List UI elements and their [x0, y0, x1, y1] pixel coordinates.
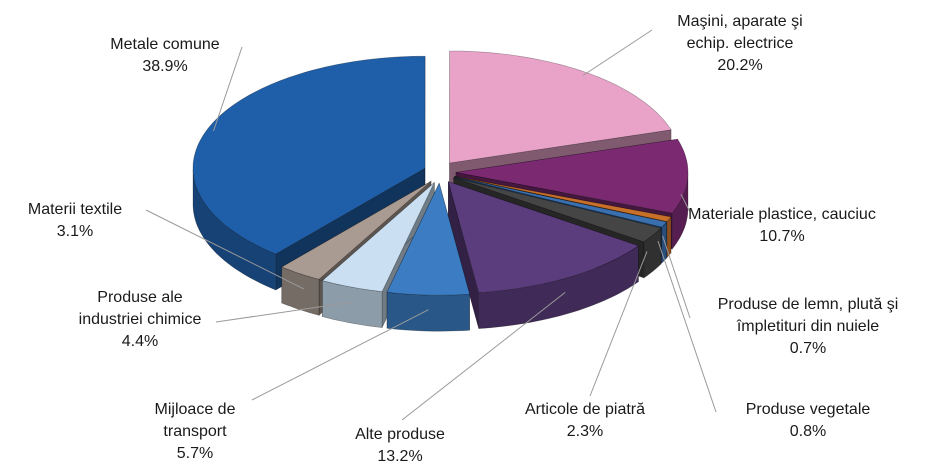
slice-label: Produse ale industriei chimice	[79, 289, 202, 328]
value-label: 20.2%	[717, 57, 762, 74]
value-label: 5.7%	[177, 445, 213, 462]
slice-side	[192, 169, 277, 291]
slice	[281, 180, 432, 280]
value-label: 10.7%	[759, 228, 804, 245]
slice-label: Produse vegetale	[746, 401, 871, 418]
value-label: 13.2%	[377, 448, 422, 465]
value-label: 4.4%	[122, 333, 158, 350]
slice	[454, 176, 668, 228]
leader-line	[145, 209, 305, 290]
slice-label: Articole de piatră	[525, 401, 645, 418]
leader-line	[213, 46, 243, 132]
leader-line	[215, 301, 354, 323]
slice	[386, 182, 470, 296]
leader-line	[582, 29, 653, 76]
slice-label: Alte produse	[355, 426, 445, 443]
value-label: 3.1%	[57, 223, 93, 240]
leader-line	[680, 193, 691, 213]
leader-line	[589, 251, 648, 397]
value-label: 38.9%	[142, 58, 187, 75]
value-label: 2.3%	[567, 423, 603, 440]
slice	[453, 177, 662, 243]
slice	[454, 176, 672, 222]
slice-label: Materiale plastice, cauciuc	[688, 206, 876, 223]
slice	[455, 138, 689, 214]
slice	[447, 181, 640, 293]
slice-side	[386, 291, 470, 332]
leader-line	[251, 309, 429, 401]
slice-side	[661, 221, 667, 264]
leader-line	[401, 292, 566, 421]
slice	[321, 182, 435, 292]
slice	[192, 55, 426, 255]
leader-line	[657, 240, 717, 413]
slice-label: Metale comune	[110, 36, 219, 53]
value-label: 0.7%	[790, 340, 826, 357]
leader-line	[662, 235, 691, 319]
slice-label: Mijloace de transport	[155, 401, 236, 440]
slice-label: Maşini, aparate şi echip. electrice	[677, 13, 802, 52]
value-label: 0.8%	[790, 423, 826, 440]
slice-label: Produse de lemn, plută şi împletituri din…	[718, 296, 899, 335]
slice-label: Materii textile	[28, 201, 122, 218]
